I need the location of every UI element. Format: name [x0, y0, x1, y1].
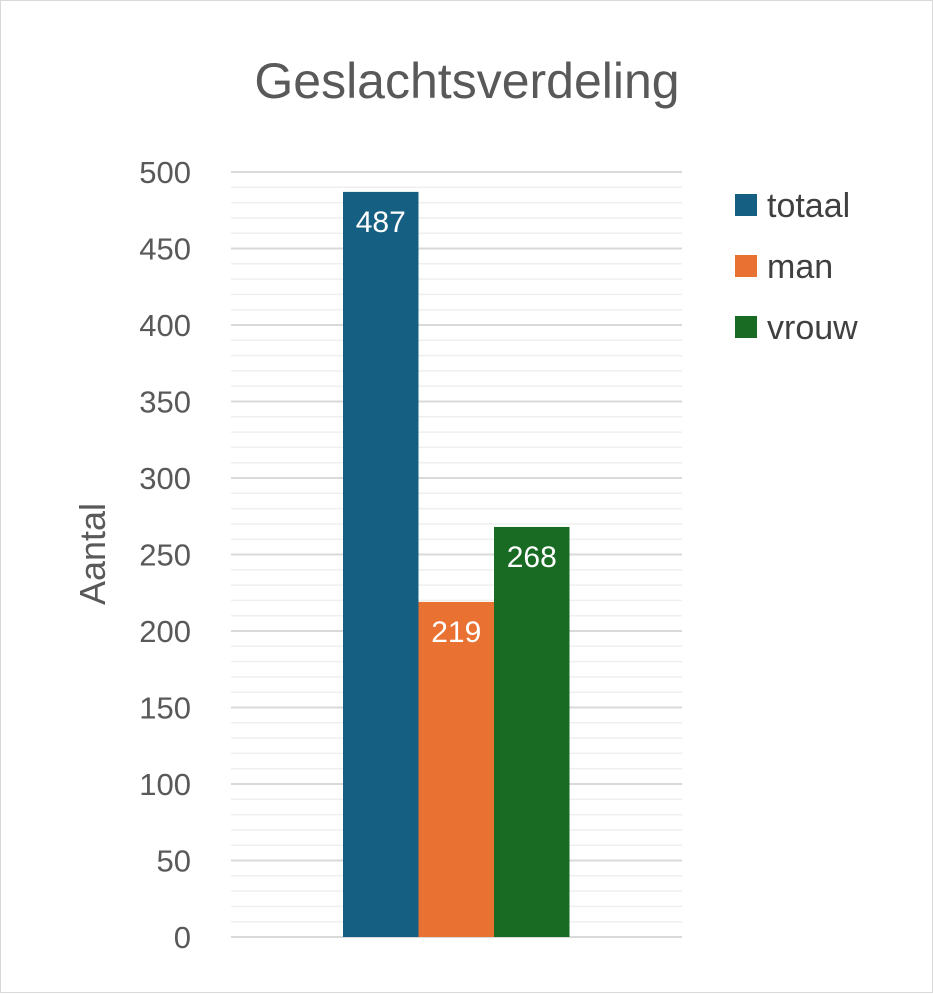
legend-label-totaal: totaal	[767, 187, 850, 225]
y-tick-label: 500	[139, 155, 191, 190]
bar-vrouw	[494, 526, 570, 937]
bars	[343, 191, 570, 937]
bar-totaal	[343, 191, 419, 937]
legend-label-man: man	[767, 248, 833, 286]
data-label-totaal: 487	[356, 206, 406, 239]
y-tick-label: 450	[139, 232, 191, 267]
y-axis-title: Aantal	[72, 503, 113, 605]
y-tick-label: 100	[139, 767, 191, 802]
y-axis-tick-labels: 0 50 100 150 200 250 300 350 400 450 500	[139, 155, 191, 955]
y-tick-label: 250	[139, 538, 191, 573]
y-tick-label: 350	[139, 385, 191, 420]
data-label-vrouw: 268	[507, 541, 557, 574]
y-tick-label: 300	[139, 461, 191, 496]
legend-swatch-vrouw	[735, 316, 757, 338]
legend-label-vrouw: vrouw	[767, 309, 858, 347]
y-tick-label: 150	[139, 691, 191, 726]
bar-man	[418, 601, 494, 937]
data-label-man: 219	[431, 616, 481, 649]
legend-swatch-man	[735, 255, 757, 277]
legend-swatch-totaal	[735, 194, 757, 216]
y-tick-label: 0	[174, 920, 191, 955]
y-tick-label: 400	[139, 308, 191, 343]
data-labels: 487 219 268	[356, 206, 557, 649]
chart-title: Geslachtsverdeling	[254, 53, 679, 109]
y-tick-label: 50	[157, 844, 191, 879]
legend: totaal man vrouw	[735, 187, 858, 347]
y-tick-label: 200	[139, 614, 191, 649]
